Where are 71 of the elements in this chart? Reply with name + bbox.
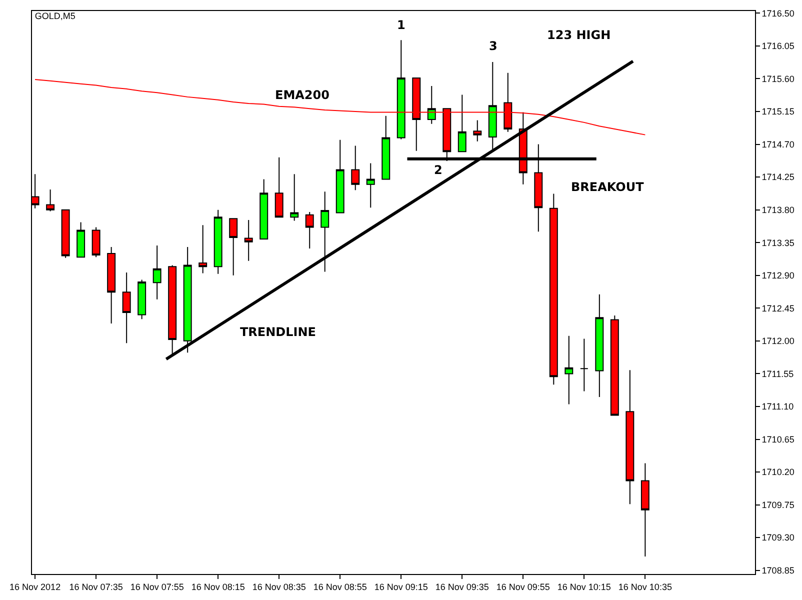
annotation: 3	[489, 39, 498, 53]
candlestick	[366, 162, 375, 208]
x-tick-label: 16 Nov 07:35	[69, 582, 123, 592]
y-tick-label: 1712.90	[762, 270, 794, 281]
y-tick-label: 1712.45	[762, 303, 794, 314]
y-tick-label: 1709.30	[762, 532, 794, 543]
candlestick	[626, 370, 634, 505]
annotation: 2	[434, 163, 442, 177]
x-tick-label: 16 Nov 10:15	[557, 582, 611, 592]
candlestick	[122, 272, 131, 344]
candlestick	[610, 314, 619, 416]
annotation: 1	[397, 18, 406, 32]
candlestick	[214, 209, 222, 274]
candlestick	[473, 120, 482, 142]
candlestick	[396, 40, 406, 140]
x-tick-label: 16 Nov 08:55	[313, 582, 367, 592]
y-tick-label: 1713.35	[762, 238, 794, 248]
x-tick-label: 16 Nov 07:55	[130, 582, 184, 592]
x-tick-label: 16 Nov 10:35	[618, 582, 672, 592]
x-tick-label: 16 Nov 08:35	[252, 582, 306, 592]
candlestick	[107, 246, 116, 324]
candlestick	[61, 209, 70, 258]
y-tick-label: 1711.10	[762, 402, 794, 412]
x-tick-label: 16 Nov 09:15	[374, 582, 428, 592]
candlestick	[458, 94, 466, 152]
candlestick	[152, 245, 162, 300]
y-tick-label: 1715.60	[762, 74, 794, 84]
candlestick	[183, 246, 192, 354]
candlestick	[229, 218, 238, 276]
y-tick-label: 1713.80	[762, 204, 794, 215]
y-tick-label: 1714.70	[762, 139, 794, 150]
candlestick	[274, 156, 284, 218]
candlestick	[351, 145, 360, 191]
y-tick-label: 1709.75	[762, 500, 794, 510]
x-tick-label: 16 Nov 2012	[10, 582, 61, 592]
annotation: BREAKOUT	[571, 180, 645, 194]
x-tick-label: 16 Nov 09:55	[496, 582, 550, 592]
candlestick	[427, 86, 436, 124]
y-tick-label: 1710.20	[762, 467, 794, 478]
y-tick-label: 1714.25	[762, 172, 794, 182]
y-tick-label: 1710.65	[762, 434, 794, 444]
y-tick-label: 1711.55	[762, 368, 794, 379]
candlestick	[244, 220, 253, 262]
candlestick	[305, 212, 314, 249]
candlestick	[290, 174, 299, 222]
candlestick	[640, 462, 650, 558]
x-tick-label: 16 Nov 08:15	[191, 582, 245, 592]
annotation: 123 HIGH	[547, 28, 611, 42]
candlestick	[198, 224, 208, 274]
candlestick	[168, 264, 177, 356]
candlestick	[549, 193, 558, 386]
y-tick-label: 1712.00	[762, 336, 794, 346]
candlestick	[336, 139, 344, 214]
y-tick-label: 1708.85	[762, 566, 794, 576]
candlestick	[138, 279, 146, 320]
candlestick	[46, 188, 55, 212]
candlestick	[564, 335, 574, 405]
x-tick-label: 16 Nov 09:35	[435, 582, 489, 592]
candlestick	[580, 338, 588, 392]
candlestick	[320, 191, 330, 272]
candlestick	[382, 115, 390, 180]
candlestick	[76, 222, 86, 258]
candlestick	[595, 294, 604, 398]
y-tick-label: 1716.05	[762, 41, 794, 52]
candlestick	[260, 178, 268, 240]
annotation: TRENDLINE	[240, 325, 316, 339]
y-tick-label: 1715.15	[762, 106, 794, 117]
annotation: EMA200	[275, 88, 330, 102]
candlestick	[92, 226, 100, 258]
y-tick-label: 1716.50	[762, 8, 794, 18]
chart-title: GOLD,M5	[34, 10, 76, 21]
